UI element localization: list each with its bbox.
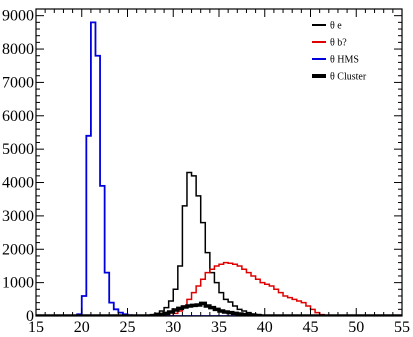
y-tick-label: 7000 <box>2 74 34 91</box>
legend-label-3: θ Cluster <box>330 72 367 83</box>
x-tick-label: 55 <box>394 319 410 336</box>
x-tick-label: 20 <box>74 319 90 336</box>
x-tick-label: 50 <box>348 319 364 336</box>
y-tick-label: 8000 <box>2 41 34 58</box>
y-tick-label: 4000 <box>2 175 34 192</box>
legend-label-0: θ e <box>330 21 342 32</box>
x-tick-label: 30 <box>165 319 181 336</box>
y-tick-label: 3000 <box>2 208 34 225</box>
y-tick-label: 5000 <box>2 141 34 158</box>
y-tick-label: 2000 <box>2 241 34 258</box>
x-tick-label: 25 <box>120 319 136 336</box>
y-tick-label: 6000 <box>2 108 34 125</box>
legend-label-2: θ HMS <box>330 55 359 66</box>
x-tick-label: 15 <box>28 319 44 336</box>
legend: θ e θ b? θ HMS θ Cluster <box>312 21 367 83</box>
tick-layer: 15 20 25 30 35 40 45 50 55 0 1000 2000 3000 4000 5000 6… <box>2 8 410 336</box>
x-tick-label: 45 <box>303 319 319 336</box>
y-tick-label: 9000 <box>2 8 34 25</box>
legend-label-1: θ b? <box>330 38 347 49</box>
y-tick-label: 0 <box>26 308 34 325</box>
series-line-1 <box>36 261 402 316</box>
x-tick-label: 40 <box>257 319 273 336</box>
x-tick-label: 35 <box>211 319 227 336</box>
y-tick-label: 1000 <box>2 275 34 292</box>
